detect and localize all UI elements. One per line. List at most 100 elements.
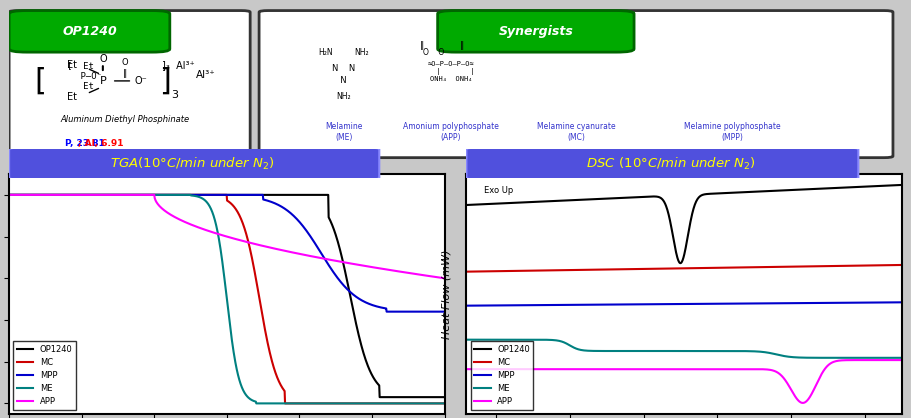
Text: Amonium polyphosphate
(APP): Amonium polyphosphate (APP): [403, 122, 499, 142]
MPP: [808, 301, 819, 306]
MC: [896, 263, 907, 268]
FancyBboxPatch shape: [9, 148, 379, 180]
MPP: [439, 309, 450, 314]
APP: [4, 192, 15, 197]
OP1240: [179, 192, 190, 197]
MC: [653, 266, 664, 271]
Text: Exo Up: Exo Up: [484, 186, 513, 195]
Text: Et: Et: [67, 92, 77, 102]
Text: Et: Et: [67, 60, 77, 70]
OP1240: [809, 186, 820, 191]
MPP: [801, 301, 812, 306]
Text: P, 23.81: P, 23.81: [65, 139, 105, 148]
Text: [: [: [35, 66, 46, 95]
Line: MC: MC: [466, 265, 902, 272]
Text: H₂N: H₂N: [319, 48, 333, 56]
MC: [801, 264, 812, 269]
APP: [760, 367, 771, 372]
MC: [196, 192, 207, 197]
APP: [809, 386, 820, 391]
MC: [637, 266, 648, 271]
OP1240: [196, 192, 207, 197]
Line: MPP: MPP: [9, 195, 445, 312]
Text: $\it{DSC}$ $(10°C/min\ under\ N_2)$: $\it{DSC}$ $(10°C/min\ under\ N_2)$: [587, 155, 756, 172]
FancyBboxPatch shape: [259, 10, 893, 158]
MPP: [637, 302, 648, 307]
APP: [196, 226, 207, 231]
OP1240: [439, 395, 450, 400]
MC: [343, 401, 354, 406]
APP: [302, 253, 313, 258]
ME: [653, 349, 664, 354]
ME: [439, 401, 450, 406]
ME: [343, 401, 354, 406]
OP1240: [801, 187, 812, 192]
MC: [280, 401, 291, 406]
Text: [  Et
    P—O⁻
   Et: [ Et P—O⁻ Et: [59, 61, 102, 91]
ME: [196, 195, 207, 200]
Text: Melamine polyphosphate
(MPP): Melamine polyphosphate (MPP): [684, 122, 781, 142]
MPP: [351, 295, 362, 300]
Line: OP1240: OP1240: [466, 185, 902, 263]
MPP: [4, 192, 15, 197]
Text: $\it{TGA}$$(10°C/min\ under\ N_2)$: $\it{TGA}$$(10°C/min\ under\ N_2)$: [110, 155, 274, 172]
Text: O⁻: O⁻: [135, 76, 148, 86]
Text: NH₂: NH₂: [336, 92, 352, 102]
Text: Aluminum Diethyl Phosphinate: Aluminum Diethyl Phosphinate: [61, 115, 189, 124]
APP: [179, 219, 190, 224]
OP1240: [896, 182, 907, 187]
APP: [653, 367, 664, 372]
Text: 3: 3: [170, 90, 178, 100]
Text: O: O: [99, 54, 107, 64]
MC: [179, 192, 190, 197]
OP1240: [351, 323, 362, 328]
OP1240: [4, 192, 15, 197]
MPP: [896, 300, 907, 305]
MC: [760, 265, 771, 270]
Text: OP1240: OP1240: [62, 25, 117, 38]
ME: [48, 192, 59, 197]
MPP: [760, 301, 771, 306]
MC: [439, 401, 450, 406]
OP1240: [653, 194, 664, 199]
OP1240: [506, 201, 517, 206]
Text: Synergists: Synergists: [498, 25, 573, 38]
MPP: [302, 231, 313, 236]
MPP: [179, 192, 190, 197]
Line: ME: ME: [466, 340, 902, 358]
Text: N: N: [335, 76, 353, 85]
Y-axis label: Heat Flow (mW): Heat Flow (mW): [441, 249, 451, 339]
MC: [48, 192, 59, 197]
ME: [251, 401, 261, 406]
Text: ]: ]: [159, 66, 171, 95]
Line: APP: APP: [9, 195, 445, 278]
ME: [4, 192, 15, 197]
ME: [760, 350, 771, 355]
MC: [461, 269, 472, 274]
OP1240: [48, 192, 59, 197]
Legend: OP1240, MC, MPP, ME, APP: OP1240, MC, MPP, ME, APP: [14, 342, 76, 410]
Text: ‖: ‖: [420, 41, 425, 50]
APP: [506, 367, 517, 372]
MPP: [343, 288, 354, 293]
ME: [801, 355, 812, 360]
FancyBboxPatch shape: [466, 148, 858, 180]
FancyBboxPatch shape: [9, 10, 169, 52]
Line: OP1240: OP1240: [9, 195, 445, 397]
OP1240: [637, 194, 648, 199]
ME: [303, 401, 314, 406]
APP: [439, 276, 450, 281]
APP: [797, 400, 808, 405]
Text: Melamine
(ME): Melamine (ME): [325, 122, 363, 142]
Line: APP: APP: [466, 360, 902, 403]
APP: [461, 367, 472, 372]
MC: [808, 264, 819, 269]
OP1240: [374, 395, 385, 400]
ME: [637, 349, 648, 354]
MC: [303, 401, 314, 406]
FancyBboxPatch shape: [9, 10, 251, 158]
OP1240: [761, 189, 772, 194]
APP: [896, 357, 907, 362]
ME: [179, 192, 190, 197]
ME: [506, 337, 517, 342]
